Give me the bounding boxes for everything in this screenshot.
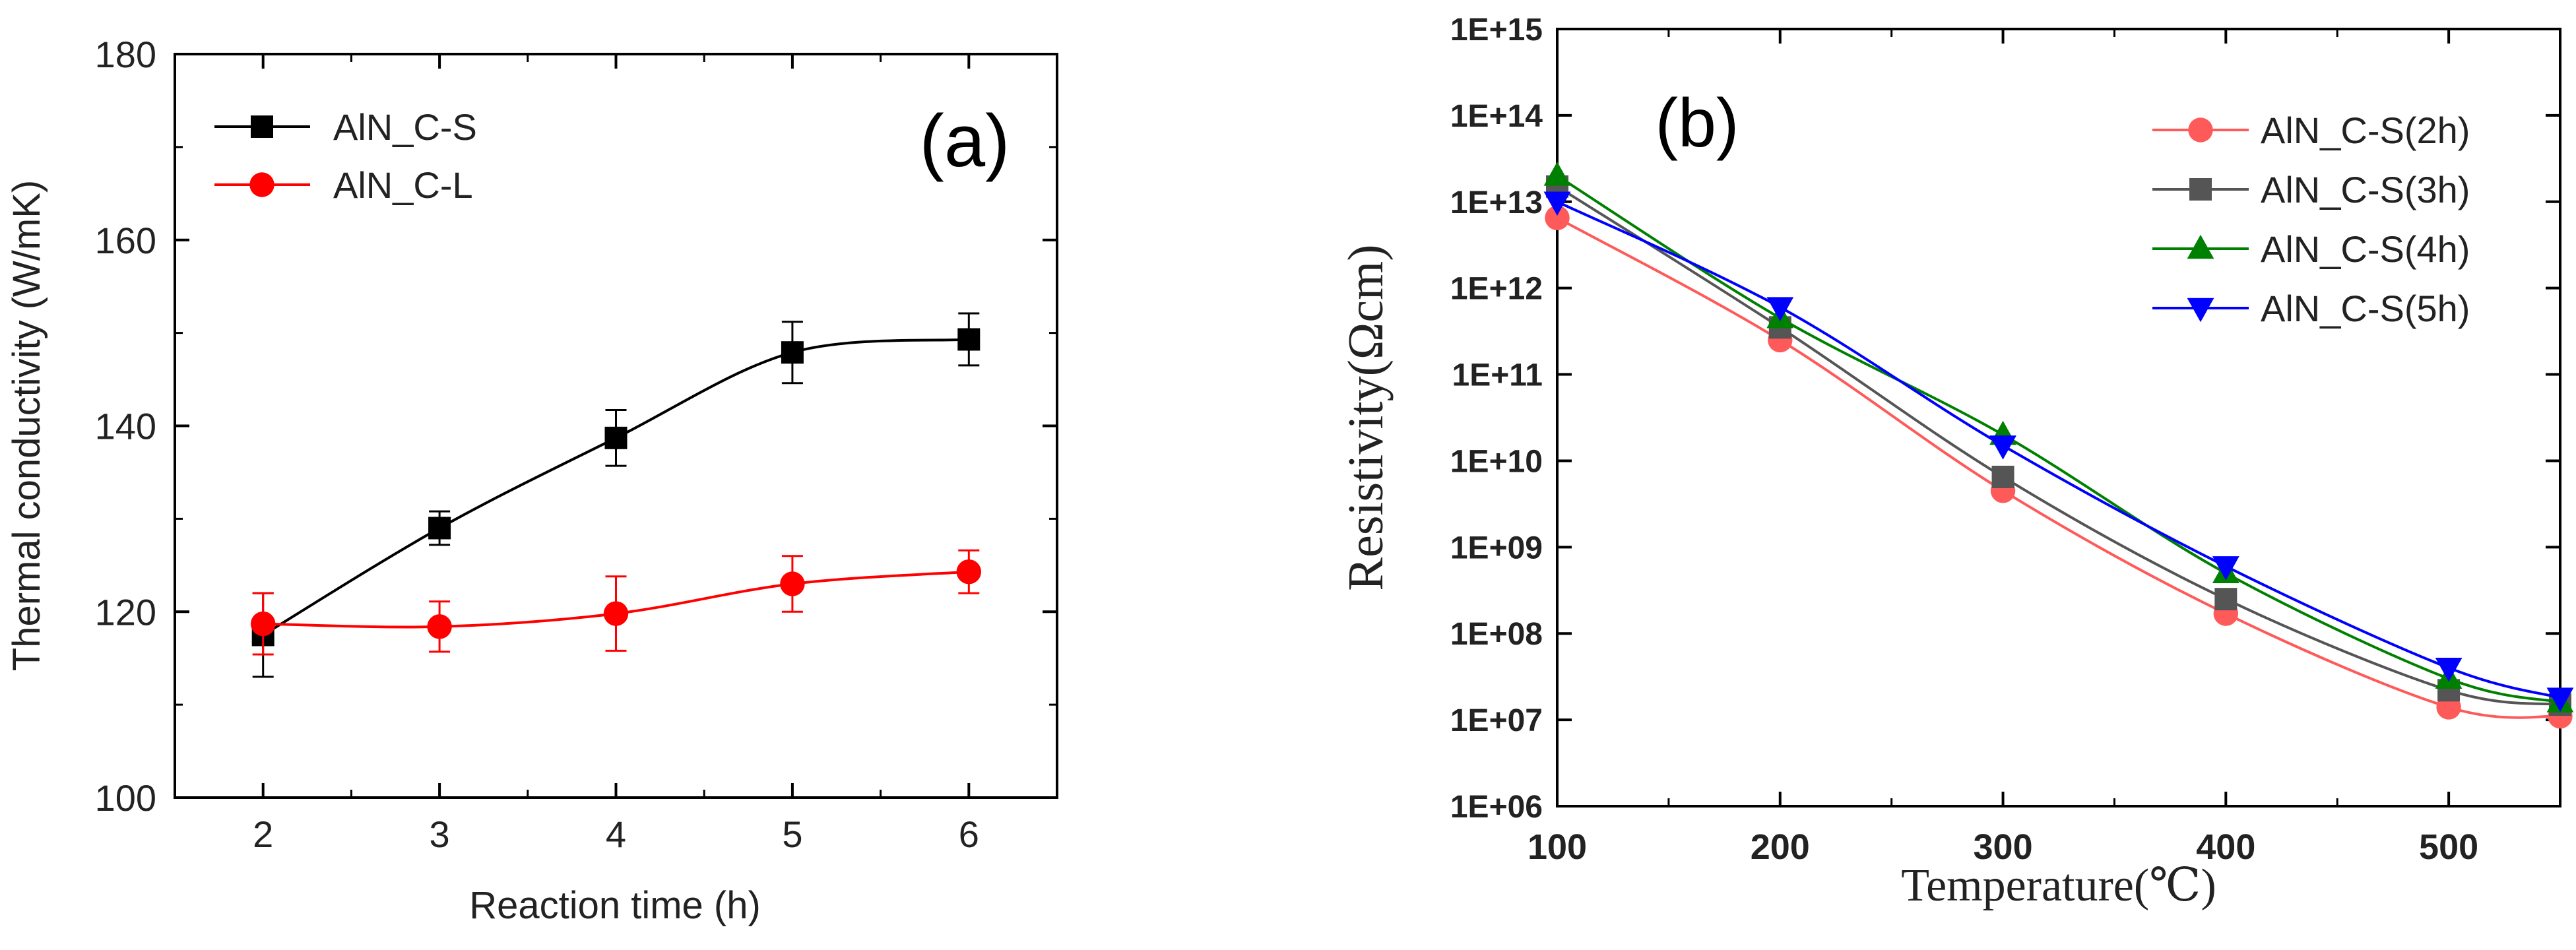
legend-a: AlN_C-S AlN_C-L: [214, 106, 477, 206]
data-point-b: [2546, 687, 2574, 712]
data-point-b: [2435, 658, 2463, 682]
x-tick-label-b: 400: [2196, 827, 2255, 867]
x-tick-label-b: 100: [1528, 827, 1587, 867]
series-line-b: [1557, 200, 2561, 699]
chart-a: 2 3 4 5 6 100 120 140 160 180 Reaction time (h) T…: [5, 34, 1058, 927]
data-point-b: [2214, 588, 2238, 611]
x-axis-label-a: Reaction time (h): [469, 884, 761, 927]
y-tick-label-b: 1E+10: [1450, 444, 1543, 479]
plot-frame-b: [1556, 28, 2561, 808]
legend-marker-b: [2189, 178, 2212, 201]
y-tick-label-a: 100: [95, 777, 156, 819]
x-tick-label-a: 6: [959, 813, 979, 855]
panel-label-a: (a): [920, 100, 1010, 182]
y-axis-label-b: Resistivity(Ωcm): [1338, 244, 1394, 590]
y-tick-label-a: 120: [95, 591, 156, 633]
x-axis-label-b: Temperature(℃): [1901, 860, 2216, 911]
y-tick-label-a: 140: [95, 406, 156, 447]
legend-label-b: AlN_C-S(2h): [2261, 110, 2470, 151]
data-point-b: [2212, 556, 2239, 581]
tick-labels-b: 100 200 300 400 500 1E+06 1E+07 1E+08 1E+09 1E+10…: [1450, 13, 2478, 867]
data-point-a: [603, 601, 629, 626]
ticks-b: [1556, 28, 2560, 808]
x-tick-label-a: 5: [782, 813, 802, 855]
data-point-a: [427, 614, 452, 639]
series-group-a: [251, 312, 982, 678]
y-tick-label-b: 1E+13: [1450, 185, 1543, 220]
y-tick-label-b: 1E+08: [1450, 617, 1543, 652]
data-point-a: [781, 341, 804, 364]
x-tick-label-b: 300: [1974, 827, 2033, 867]
data-point-b: [1543, 162, 1571, 186]
legend-label-a: AlN_C-L: [333, 164, 473, 206]
legend-label-b: AlN_C-S(5h): [2261, 288, 2470, 329]
legend-marker-b: [2188, 117, 2213, 142]
tick-labels-a: 2 3 4 5 6 100 120 140 160 180: [95, 34, 979, 855]
legend-marker-b: [2187, 234, 2214, 259]
legend-b: AlN_C-S(2h) AlN_C-S(3h) AlN_C-S(4h) AlN_C-S…: [2152, 110, 2470, 329]
x-tick-label-a: 2: [253, 813, 273, 855]
y-tick-label-b: 1E+12: [1450, 272, 1543, 307]
data-point-a: [956, 559, 982, 585]
legend-marker-a: [251, 115, 273, 138]
data-point-a: [780, 571, 805, 596]
legend-label-a: AlN_C-S: [333, 106, 477, 148]
data-point-a: [428, 517, 451, 540]
panel-label-b: (b): [1655, 85, 1739, 162]
y-tick-label-a: 160: [95, 220, 156, 261]
data-point-b: [1991, 465, 2014, 488]
y-tick-label-b: 1E+06: [1450, 790, 1543, 825]
y-tick-label-b: 1E+07: [1450, 703, 1543, 738]
y-tick-label-a: 180: [95, 34, 156, 75]
ticks-a: [175, 53, 1057, 799]
legend-label-b: AlN_C-S(3h): [2261, 169, 2470, 210]
data-point-b: [1989, 435, 2016, 460]
legend-marker-a: [249, 172, 274, 197]
x-tick-label-b: 200: [1751, 827, 1810, 867]
y-tick-label-b: 1E+11: [1452, 358, 1543, 393]
legend-label-b: AlN_C-S(4h): [2261, 228, 2470, 270]
x-tick-label-b: 500: [2419, 827, 2478, 867]
legend-marker-b: [2187, 298, 2214, 323]
series-group-b: [1543, 162, 2574, 729]
chart-b: 100 200 300 400 500 1E+06 1E+07 1E+08 1E+09 1E+10…: [1338, 13, 2574, 911]
x-tick-label-a: 3: [430, 813, 450, 855]
data-point-b: [1766, 297, 1794, 321]
data-point-a: [604, 426, 628, 449]
data-point-b: [1543, 191, 1571, 216]
data-point-a: [957, 328, 981, 351]
y-tick-label-b: 1E+14: [1450, 99, 1543, 134]
y-tick-label-b: 1E+09: [1450, 530, 1543, 565]
y-axis-label-a: Thermal conductivity (W/mK): [5, 180, 48, 671]
x-tick-label-a: 4: [606, 813, 626, 855]
y-tick-label-b: 1E+15: [1450, 13, 1543, 48]
data-point-b: [1545, 205, 1570, 230]
data-point-a: [251, 611, 276, 637]
